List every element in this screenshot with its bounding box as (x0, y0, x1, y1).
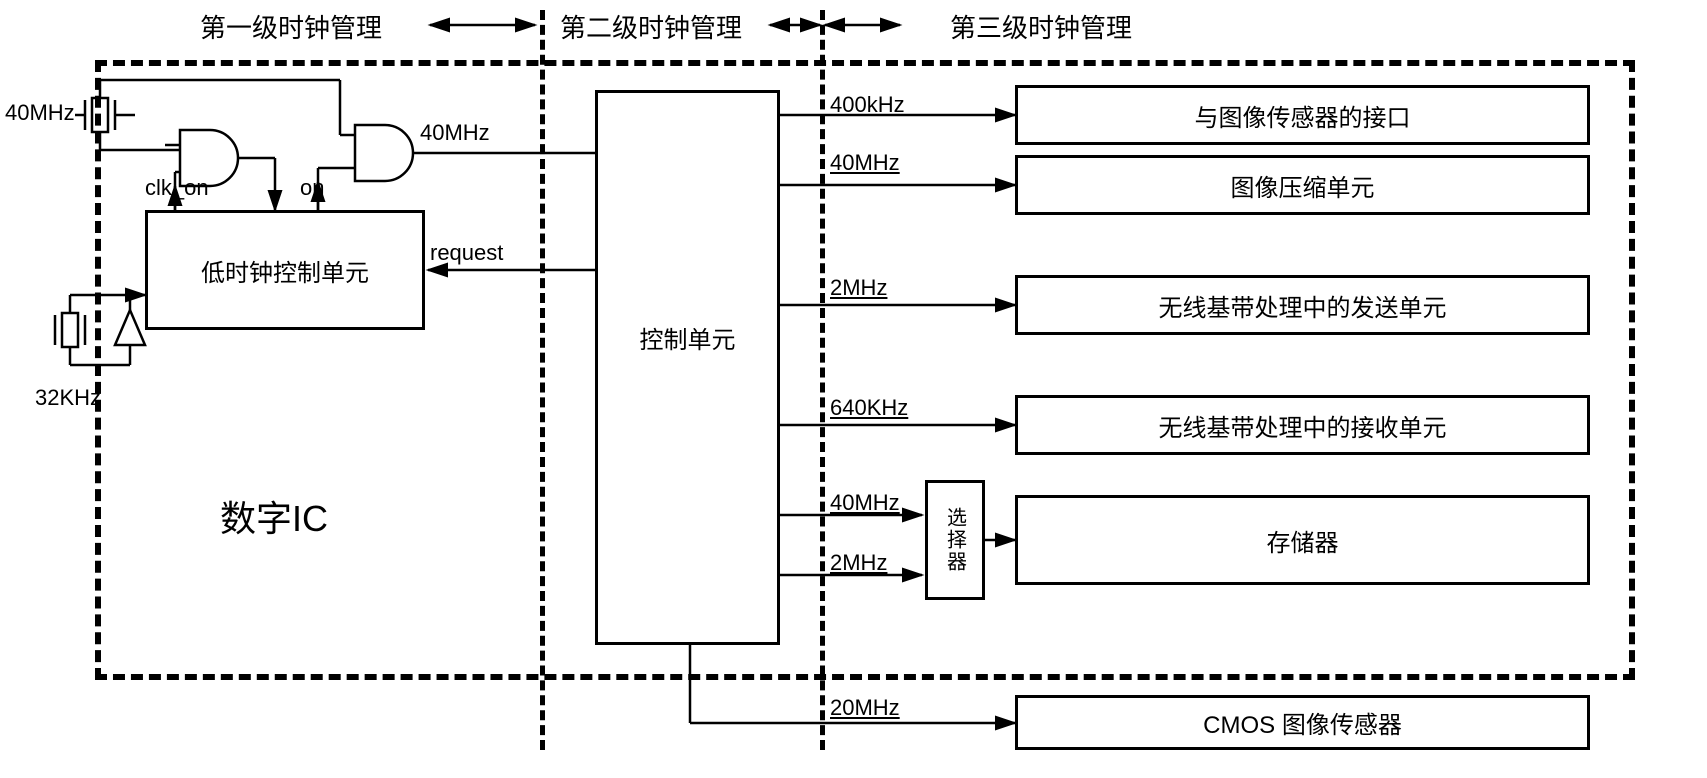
freq-mem-b: 2MHz (830, 550, 887, 576)
freq-cmos: 20MHz (830, 695, 900, 721)
header-level3: 第三级时钟管理 (950, 8, 1132, 45)
freq-img-comp: 40MHz (830, 150, 900, 176)
block-img-comp-label: 图像压缩单元 (1231, 168, 1375, 203)
freq-sensor-if: 400kHz (830, 92, 905, 118)
divider-1 (540, 10, 545, 750)
freq-rx: 640KHz (830, 395, 908, 421)
low-clock-unit-label: 低时钟控制单元 (201, 253, 369, 288)
header-level1: 第一级时钟管理 (200, 8, 382, 45)
freq-mem-a: 40MHz (830, 490, 900, 516)
selector-box: 选择器 (925, 480, 985, 600)
diagram-canvas: 第一级时钟管理 第二级时钟管理 第三级时钟管理 40MHz 32KHz clk_… (0, 0, 1707, 778)
block-tx: 无线基带处理中的发送单元 (1015, 275, 1590, 335)
freq-40mhz-in: 40MHz (5, 100, 75, 126)
label-on: on (300, 175, 324, 201)
block-tx-label: 无线基带处理中的发送单元 (1159, 288, 1447, 323)
block-cmos: CMOS 图像传感器 (1015, 695, 1590, 750)
header-level2: 第二级时钟管理 (560, 8, 742, 45)
block-rx-label: 无线基带处理中的接收单元 (1159, 408, 1447, 443)
block-img-comp: 图像压缩单元 (1015, 155, 1590, 215)
block-mem-label: 存储器 (1267, 523, 1339, 558)
freq-tx: 2MHz (830, 275, 887, 301)
digital-ic-label: 数字IC (220, 490, 328, 542)
label-40mhz-out: 40MHz (420, 120, 490, 146)
block-rx: 无线基带处理中的接收单元 (1015, 395, 1590, 455)
freq-32khz-in: 32KHz (35, 385, 101, 411)
label-request: request (430, 240, 503, 266)
low-clock-unit: 低时钟控制单元 (145, 210, 425, 330)
block-sensor-if-label: 与图像传感器的接口 (1195, 98, 1411, 133)
control-unit-label: 控制单元 (640, 320, 736, 355)
label-clk-on: clk_on (145, 175, 209, 201)
selector-label: 选择器 (941, 507, 970, 573)
block-cmos-label: CMOS 图像传感器 (1203, 705, 1402, 740)
block-mem: 存储器 (1015, 495, 1590, 585)
divider-2 (820, 10, 825, 750)
control-unit: 控制单元 (595, 90, 780, 645)
block-sensor-if: 与图像传感器的接口 (1015, 85, 1590, 145)
